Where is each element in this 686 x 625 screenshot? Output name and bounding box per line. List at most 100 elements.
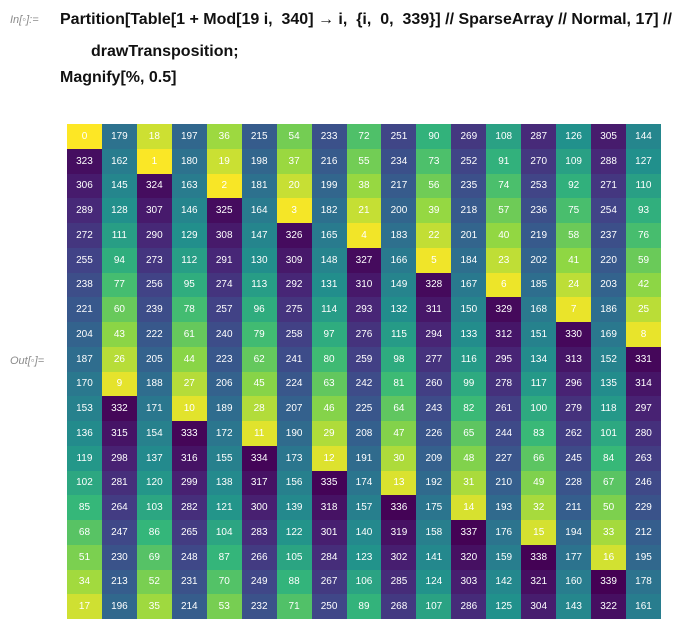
grid-cell: 105 [276,544,312,570]
grid-cell: 195 [626,544,661,570]
grid-cell: 211 [556,495,592,520]
grid-cell: 71 [276,594,312,619]
grid-cell: 262 [556,421,592,446]
grid-cell: 229 [626,495,661,520]
grid-cell: 25 [626,297,661,322]
grid-cell: 303 [451,569,487,595]
grid-cell: 277 [416,346,452,372]
grid-cell: 138 [206,470,242,496]
grid-cell: 91 [486,148,522,174]
grid-cell: 72 [346,124,382,149]
grid-cell: 274 [206,272,242,298]
grid-cell: 137 [136,445,172,471]
grid-cell: 141 [416,544,452,570]
grid-cell: 191 [346,445,382,471]
grid-cell: 320 [451,544,487,570]
grid-cell: 85 [67,495,102,520]
grid-cell: 11 [241,421,277,446]
grid-cell: 257 [206,297,242,322]
grid-cell: 16 [591,544,627,570]
grid-cell: 208 [346,421,382,446]
grid-cell: 287 [521,124,557,149]
grid-cell: 14 [451,495,487,520]
grid-cell: 149 [381,272,417,298]
grid-cell: 21 [346,198,382,223]
grid-cell: 87 [206,544,242,570]
grid-cell: 69 [136,544,172,570]
grid-cell: 151 [521,322,557,347]
grid-cell: 175 [416,495,452,520]
grid-cell: 90 [416,124,452,149]
grid-cell: 35 [136,594,172,619]
grid-cell: 59 [626,247,661,273]
grid-cell: 273 [136,247,172,273]
grid-cell: 113 [241,272,277,298]
grid-cell: 170 [67,371,102,397]
grid-cell: 254 [591,198,627,223]
grid-cell: 163 [171,173,207,199]
grid-cell: 241 [276,346,312,372]
grid-cell: 13 [381,470,417,496]
grid-cell: 92 [556,173,592,199]
grid-cell: 162 [101,148,137,174]
grid-cell: 246 [626,470,661,496]
grid-cell: 121 [206,495,242,520]
grid-cell: 188 [136,371,172,397]
grid-cell: 30 [381,445,417,471]
grid-cell: 332 [101,396,137,421]
grid-cell: 66 [521,445,557,471]
grid-cell: 325 [206,198,242,223]
grid-cell: 33 [591,520,627,545]
grid-cell: 337 [451,520,487,545]
grid-cell: 182 [311,198,347,223]
grid-cell: 120 [136,470,172,496]
grid-cell: 312 [486,322,522,347]
grid-cell: 8 [626,322,661,347]
grid-cell: 192 [416,470,452,496]
grid-cell: 159 [486,544,522,570]
code-line-3[interactable]: Magnify[%, 0.5] [60,69,177,86]
grid-cell: 224 [276,371,312,397]
grid-cell: 80 [311,346,347,372]
grid-cell: 202 [521,247,557,273]
code-line-1[interactable]: Partition[Table[1 + Mod[19 i, 340] → i, … [60,11,672,28]
grid-cell: 6 [486,272,522,298]
grid-cell: 319 [381,520,417,545]
grid-cell: 296 [556,371,592,397]
grid-cell: 298 [101,445,137,471]
grid-cell: 198 [241,148,277,174]
grid-cell: 209 [416,445,452,471]
grid-cell: 275 [276,297,312,322]
grid-cell: 56 [416,173,452,199]
grid-cell: 328 [416,272,452,298]
grid-cell: 111 [101,223,137,248]
grid-cell: 155 [206,445,242,471]
grid-cell: 150 [451,297,487,322]
grid-cell: 50 [591,495,627,520]
grid-cell: 7 [556,297,592,322]
grid-cell: 264 [101,495,137,520]
grid-cell: 37 [276,148,312,174]
grid-cell: 53 [206,594,242,619]
grid-cell: 283 [241,520,277,545]
grid-cell: 94 [101,247,137,273]
grid-cell: 128 [101,198,137,223]
grid-cell: 327 [346,247,382,273]
grid-cell: 9 [101,371,137,397]
grid-cell: 112 [171,247,207,273]
grid-cell: 234 [381,148,417,174]
grid-cell: 290 [136,223,172,248]
grid-cell: 210 [486,470,522,496]
grid-cell: 286 [451,594,487,619]
code-line-2[interactable]: drawTransposition; [91,43,239,60]
grid-cell: 293 [346,297,382,322]
grid-cell: 22 [416,223,452,248]
grid-cell: 102 [67,470,102,496]
grid-cell: 242 [346,371,382,397]
grid-cell: 125 [486,594,522,619]
grid-cell: 291 [206,247,242,273]
grid-cell: 307 [136,198,172,223]
grid-cell: 41 [556,247,592,273]
grid-cell: 179 [101,124,137,149]
grid-cell: 297 [626,396,661,421]
